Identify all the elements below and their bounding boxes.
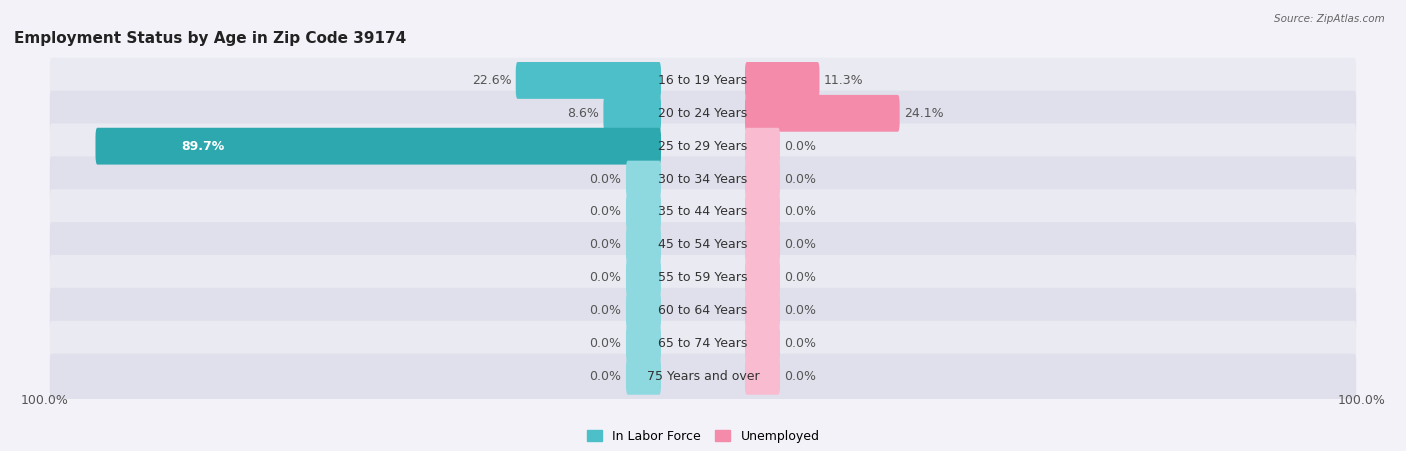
Text: 30 to 34 Years: 30 to 34 Years bbox=[658, 173, 748, 185]
FancyBboxPatch shape bbox=[626, 292, 661, 329]
Text: 0.0%: 0.0% bbox=[589, 205, 621, 218]
Text: Employment Status by Age in Zip Code 39174: Employment Status by Age in Zip Code 391… bbox=[14, 31, 406, 46]
Text: 0.0%: 0.0% bbox=[785, 205, 817, 218]
FancyBboxPatch shape bbox=[626, 161, 661, 198]
FancyBboxPatch shape bbox=[626, 358, 661, 395]
Text: 0.0%: 0.0% bbox=[589, 304, 621, 317]
FancyBboxPatch shape bbox=[603, 95, 661, 132]
FancyBboxPatch shape bbox=[49, 58, 1357, 103]
Text: 0.0%: 0.0% bbox=[589, 271, 621, 284]
Text: 16 to 19 Years: 16 to 19 Years bbox=[658, 74, 748, 87]
Text: 75 Years and over: 75 Years and over bbox=[647, 370, 759, 383]
FancyBboxPatch shape bbox=[745, 292, 780, 329]
FancyBboxPatch shape bbox=[745, 128, 780, 165]
FancyBboxPatch shape bbox=[516, 62, 661, 99]
Legend: In Labor Force, Unemployed: In Labor Force, Unemployed bbox=[581, 423, 825, 449]
Text: 0.0%: 0.0% bbox=[785, 140, 817, 153]
FancyBboxPatch shape bbox=[49, 124, 1357, 169]
Text: 60 to 64 Years: 60 to 64 Years bbox=[658, 304, 748, 317]
FancyBboxPatch shape bbox=[49, 255, 1357, 300]
Text: 22.6%: 22.6% bbox=[472, 74, 512, 87]
Text: 0.0%: 0.0% bbox=[785, 173, 817, 185]
Text: 24.1%: 24.1% bbox=[904, 107, 943, 120]
Text: 100.0%: 100.0% bbox=[20, 395, 69, 407]
FancyBboxPatch shape bbox=[745, 62, 820, 99]
FancyBboxPatch shape bbox=[745, 95, 900, 132]
Text: 20 to 24 Years: 20 to 24 Years bbox=[658, 107, 748, 120]
Text: 25 to 29 Years: 25 to 29 Years bbox=[658, 140, 748, 153]
FancyBboxPatch shape bbox=[626, 259, 661, 296]
Text: 65 to 74 Years: 65 to 74 Years bbox=[658, 337, 748, 350]
FancyBboxPatch shape bbox=[49, 189, 1357, 235]
Text: 8.6%: 8.6% bbox=[567, 107, 599, 120]
Text: 0.0%: 0.0% bbox=[785, 271, 817, 284]
Text: 11.3%: 11.3% bbox=[824, 74, 863, 87]
Text: 0.0%: 0.0% bbox=[785, 370, 817, 383]
FancyBboxPatch shape bbox=[745, 325, 780, 362]
Text: 0.0%: 0.0% bbox=[785, 238, 817, 251]
FancyBboxPatch shape bbox=[626, 325, 661, 362]
FancyBboxPatch shape bbox=[49, 321, 1357, 366]
FancyBboxPatch shape bbox=[49, 156, 1357, 202]
FancyBboxPatch shape bbox=[49, 288, 1357, 333]
FancyBboxPatch shape bbox=[745, 226, 780, 263]
Text: 0.0%: 0.0% bbox=[589, 337, 621, 350]
FancyBboxPatch shape bbox=[626, 226, 661, 263]
Text: 0.0%: 0.0% bbox=[785, 337, 817, 350]
Text: 89.7%: 89.7% bbox=[181, 140, 225, 153]
FancyBboxPatch shape bbox=[49, 91, 1357, 136]
FancyBboxPatch shape bbox=[745, 259, 780, 296]
Text: 35 to 44 Years: 35 to 44 Years bbox=[658, 205, 748, 218]
FancyBboxPatch shape bbox=[96, 128, 661, 165]
Text: 100.0%: 100.0% bbox=[1337, 395, 1386, 407]
Text: 0.0%: 0.0% bbox=[589, 173, 621, 185]
FancyBboxPatch shape bbox=[49, 222, 1357, 267]
FancyBboxPatch shape bbox=[626, 193, 661, 230]
FancyBboxPatch shape bbox=[745, 161, 780, 198]
Text: 0.0%: 0.0% bbox=[589, 370, 621, 383]
FancyBboxPatch shape bbox=[745, 358, 780, 395]
Text: 45 to 54 Years: 45 to 54 Years bbox=[658, 238, 748, 251]
Text: 55 to 59 Years: 55 to 59 Years bbox=[658, 271, 748, 284]
FancyBboxPatch shape bbox=[745, 193, 780, 230]
Text: 0.0%: 0.0% bbox=[785, 304, 817, 317]
Text: Source: ZipAtlas.com: Source: ZipAtlas.com bbox=[1274, 14, 1385, 23]
Text: 0.0%: 0.0% bbox=[589, 238, 621, 251]
FancyBboxPatch shape bbox=[49, 354, 1357, 399]
